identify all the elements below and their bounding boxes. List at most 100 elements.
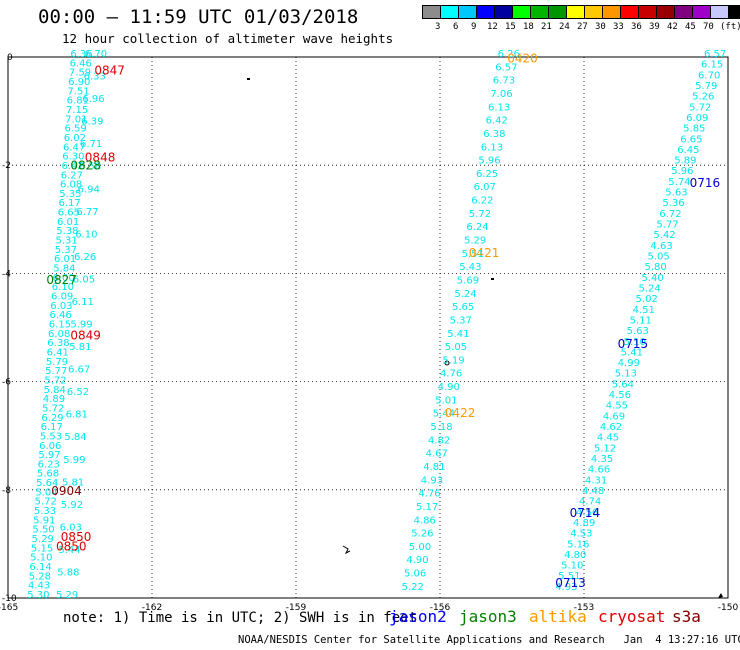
wave-height-value: 6.90 [68,77,90,88]
wave-height-value: 5.28 [29,571,51,582]
wave-height-value: 5.72 [44,375,66,386]
wave-height-value: 5.69 [457,275,479,286]
wave-height-value: 6.23 [38,459,60,470]
pass-time-label: 0850 [56,539,87,553]
wave-height-value: 5.06 [404,569,426,580]
wave-height-value: 5.41 [447,329,469,340]
wave-height-value: 4.31 [585,475,607,486]
wave-height-value: 5.92 [61,500,83,511]
wave-height-value: 7.01 [65,114,87,125]
island-mark [247,78,250,80]
wave-height-value: 6.22 [471,196,493,207]
wave-height-value: 5.68 [37,469,59,480]
wave-height-value: 5.51 [558,571,580,582]
wave-height-value: 4.48 [582,486,604,497]
wave-height-value: 5.53 [40,431,62,442]
island-mark [444,360,450,366]
wave-height-value: 6.73 [493,76,515,87]
satellite-label-cryosat: cryosat [598,607,666,626]
wave-height-value: 6.38 [47,338,69,349]
wave-height-value: 5.44 [433,409,455,420]
wave-height-value: 5.40 [642,273,664,284]
wave-height-value: 6.17 [58,198,80,209]
wave-height-value: 4.69 [603,411,625,422]
wave-height-value: 4.74 [579,497,601,508]
wave-height-value: 5.41 [621,347,643,358]
wave-height-value: 6.59 [64,124,86,135]
wave-height-value: 4.76 [418,489,440,500]
scale-swatch [728,5,740,19]
wave-height-value: 5.84 [53,264,75,275]
pass-time-label: 0713 [555,576,586,590]
wave-height-value: 6.70 [85,49,107,60]
island-mark [718,593,723,598]
wave-height-value: 5.96 [671,166,693,177]
wave-height-value: 4.35 [591,454,613,465]
pass-time-label: 0422 [445,406,476,420]
scale-label: (ft) [720,22,740,32]
wave-height-value: 6.02 [64,133,86,144]
x-tick-label: -153 [574,603,594,613]
wave-height-value: 7.59 [69,68,91,79]
wave-height-value: 5.30 [27,590,49,601]
wave-height-value: 5.64 [36,478,58,489]
satellite-label-jason2: jason2 [389,607,447,626]
x-tick-label: -159 [286,603,307,613]
wave-height-value: 6.38 [483,129,505,140]
wave-height-value: 6.77 [76,207,98,218]
wave-height-value: 6.01 [54,254,76,265]
wave-height-value: 5.99 [70,320,92,331]
wave-height-value: 6.72 [659,209,681,220]
wave-height-value: 5.17 [416,502,438,513]
y-tick-label: -10 [2,594,17,604]
wave-height-value: 6.01 [57,217,79,228]
wave-height-value: 6.65 [680,134,702,145]
wave-height-value: 4.55 [606,401,628,412]
units-note: note: 1) Time is in UTC; 2) SWH is in fe… [63,610,418,626]
wave-height-value: 5.74 [668,177,690,188]
wave-height-value: 6.11 [72,297,94,308]
scale-label: 3 [435,22,441,32]
wave-height-value: 6.81 [67,96,89,107]
wave-height-value: 5.79 [46,357,68,368]
wave-height-value: 4.90 [438,382,460,393]
wave-height-value: 6.46 [50,310,72,321]
wave-height-value: 6.15 [49,320,71,331]
x-tick-label: -162 [142,603,162,613]
pass-time-label: 0714 [570,506,601,520]
wave-height-value: 4.66 [588,465,610,476]
wave-height-value: 5.97 [38,450,60,461]
wave-height-value: 6.13 [488,102,510,113]
wave-height-value: 6.52 [67,387,89,398]
wave-height-value: 5.81 [69,342,91,353]
wave-height-value: 4.51 [633,305,655,316]
wave-height-value: 5.02 [636,294,658,305]
wave-height-value: 7.15 [66,105,88,116]
pass-time-label: 0850 [61,530,92,544]
wave-height-value: 5.05 [647,251,669,262]
wave-height-value: 6.03 [60,522,82,533]
wave-height-value: 6.00 [53,273,75,284]
wave-height-value: 6.71 [80,139,102,150]
wave-height-value: 6.10 [52,282,74,293]
wave-height-value: 4.82 [428,435,450,446]
pass-time-label: 0828 [70,159,101,173]
wave-height-value: 6.14 [29,562,51,573]
pass-time-label: 0716 [690,176,721,190]
wave-height-value: 5.16 [567,539,589,550]
x-tick-label: -165 [0,603,18,613]
scale-label: 39 [649,22,660,32]
wave-height-value: 6.10 [75,229,97,240]
wave-height-value: 5.24 [639,283,661,294]
wave-height-value: 5.63 [627,326,649,337]
wave-height-value: 6.05 [73,274,95,285]
wave-height-value: 5.04 [35,487,57,498]
wave-height-value: 6.25 [476,169,498,180]
wave-height-value: 5.51 [462,249,484,260]
wave-height-value: 4.53 [570,529,592,540]
scale-label: 33 [613,22,624,32]
y-tick-label: -8 [2,486,11,496]
wave-height-value: 5.13 [615,369,637,380]
wave-height-value: 7.06 [490,89,512,100]
